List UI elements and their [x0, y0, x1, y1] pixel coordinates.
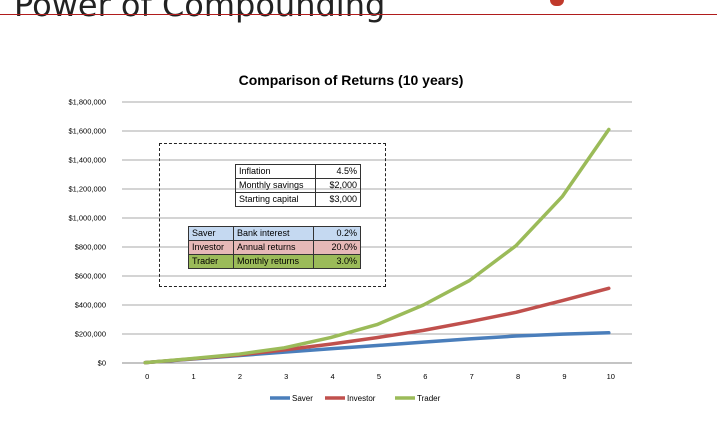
x-tick-label: 9 — [562, 372, 566, 381]
x-tick-label: 5 — [377, 372, 381, 381]
inflation-value: 4.5% — [315, 164, 361, 179]
slide-title: Power of Compounding — [14, 0, 386, 24]
y-tick-label: $1,600,000 — [68, 127, 106, 136]
y-tick-label: $1,200,000 — [68, 185, 106, 194]
legend-label-trader: Trader — [417, 394, 441, 403]
title-rule — [0, 14, 717, 15]
y-tick-label: $1,800,000 — [68, 98, 106, 107]
investor-label: Annual returns — [233, 240, 314, 255]
legend: Saver Investor Trader — [270, 394, 441, 403]
series-lines — [143, 127, 611, 365]
x-tick-label: 2 — [238, 372, 242, 381]
gridlines — [122, 101, 632, 335]
table-row: Trader Monthly returns 3.0% — [188, 254, 361, 269]
table-row: Saver Bank interest 0.2% — [188, 226, 361, 241]
x-tick-label: 7 — [470, 372, 474, 381]
x-tick-label: 8 — [516, 372, 520, 381]
strategies-table: Saver Bank interest 0.2% Investor Annual… — [188, 226, 361, 269]
x-tick-label: 6 — [423, 372, 427, 381]
y-axis-labels: $0 $200,000 $400,000 $600,000 $800,000 $1,000… — [68, 98, 106, 368]
y-tick-label: $600,000 — [75, 272, 106, 281]
legend-label-investor: Investor — [347, 394, 376, 403]
x-tick-label: 10 — [607, 372, 615, 381]
x-axis-labels: 0 1 2 3 4 5 6 7 8 9 10 — [145, 372, 615, 381]
y-tick-label: $0 — [98, 359, 106, 368]
table-row: Inflation 4.5% — [235, 164, 361, 179]
inputs-table: Inflation 4.5% Monthly savings $2,000 St… — [235, 164, 361, 207]
table-row: Investor Annual returns 20.0% — [188, 240, 361, 255]
logo-icon — [550, 0, 564, 6]
saver-value: 0.2% — [313, 226, 361, 241]
table-row: Monthly savings $2,000 — [235, 178, 361, 193]
x-tick-label: 0 — [145, 372, 149, 381]
x-tick-label: 4 — [331, 372, 335, 381]
y-tick-label: $400,000 — [75, 301, 106, 310]
x-tick-label: 3 — [284, 372, 288, 381]
table-row: Starting capital $3,000 — [235, 192, 361, 207]
y-tick-label: $800,000 — [75, 243, 106, 252]
trader-label: Monthly returns — [233, 254, 314, 269]
monthly-savings-label: Monthly savings — [235, 178, 316, 193]
trader-name: Trader — [188, 254, 234, 269]
investor-name: Investor — [188, 240, 234, 255]
series-line-trader — [143, 127, 611, 365]
saver-label: Bank interest — [233, 226, 314, 241]
starting-capital-value: $3,000 — [315, 192, 361, 207]
y-tick-label: $200,000 — [75, 330, 106, 339]
chart-title: Comparison of Returns (10 years) — [239, 72, 464, 88]
investor-value: 20.0% — [313, 240, 361, 255]
y-tick-label: $1,000,000 — [68, 214, 106, 223]
inset-box — [159, 143, 386, 287]
saver-name: Saver — [188, 226, 234, 241]
starting-capital-label: Starting capital — [235, 192, 316, 207]
trader-value: 3.0% — [313, 254, 361, 269]
y-tick-label: $1,400,000 — [68, 156, 106, 165]
legend-label-saver: Saver — [292, 394, 313, 403]
x-tick-label: 1 — [191, 372, 195, 381]
inflation-label: Inflation — [235, 164, 316, 179]
monthly-savings-value: $2,000 — [315, 178, 361, 193]
